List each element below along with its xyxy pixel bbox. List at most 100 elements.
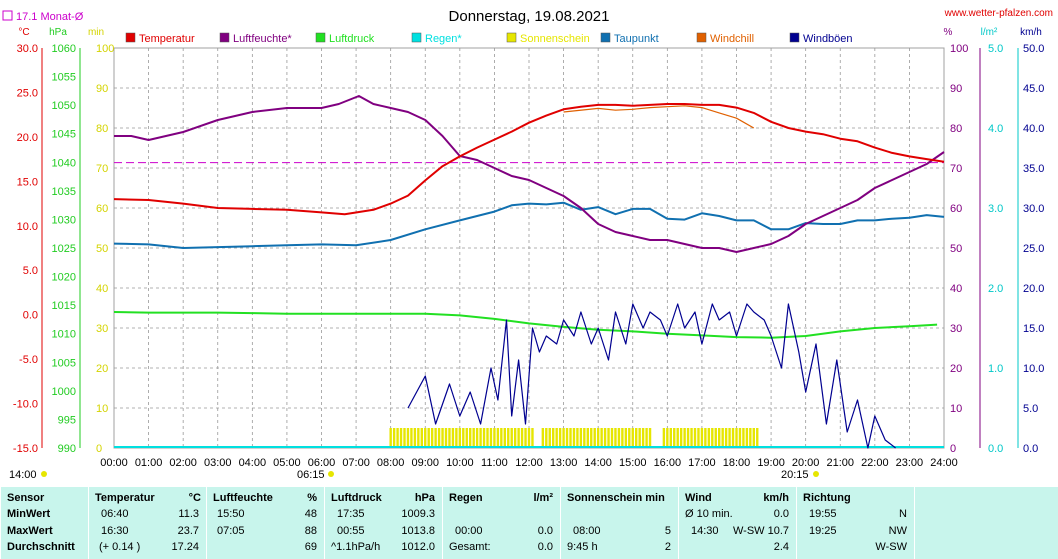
legend-swatch bbox=[789, 32, 800, 43]
axis-tick-label: 100 bbox=[950, 43, 968, 55]
wind-header: Wind bbox=[685, 492, 712, 504]
axis-tick-label: 60 bbox=[96, 203, 108, 215]
axis-ticks: 30.0 25.0 20.0 15.0 10.0 5.0 0.0 -5.0 -10.0 -15.0… bbox=[13, 43, 1045, 469]
stats-col-rain: Regen l/m² 00:00 0.0 Gesamt: 0.0 bbox=[442, 487, 561, 559]
axis-tick-label: 40 bbox=[96, 283, 108, 295]
axis-tick-label: 30.0 bbox=[1023, 203, 1044, 215]
axis-tick-label: 40.0 bbox=[1023, 123, 1044, 135]
sunshine-bar bbox=[572, 428, 576, 448]
x-tick-label: 06:00 bbox=[308, 457, 336, 469]
sensor-header: Sensor bbox=[7, 492, 45, 504]
sunshine-bar bbox=[437, 428, 441, 448]
sunshine-bar bbox=[745, 428, 749, 448]
legend-label: Temperatur bbox=[139, 33, 195, 45]
axis-tick-label: 70 bbox=[950, 163, 962, 175]
sunshine-bar bbox=[531, 428, 534, 448]
wind-max: W-SW 10.7 bbox=[732, 525, 789, 537]
x-tick-label: 23:00 bbox=[896, 457, 924, 469]
axis-tick-label: 1050 bbox=[52, 100, 76, 112]
legend-swatch bbox=[411, 32, 422, 43]
axis-tick-label: -5.0 bbox=[19, 354, 38, 366]
x-tick-label: 09:00 bbox=[411, 457, 439, 469]
site-link[interactable]: www.wetter-pfalzen.com bbox=[944, 8, 1053, 19]
wind-unit: km/h bbox=[763, 492, 789, 504]
axis-tick-label: 1.0 bbox=[988, 363, 1003, 375]
humidity-axis-unit: % bbox=[944, 27, 953, 38]
axis-tick-label: 5.0 bbox=[988, 43, 1003, 55]
axis-tick-label: 10.0 bbox=[17, 221, 38, 233]
row-label-max: MaxWert bbox=[7, 525, 53, 537]
sunshine-bar bbox=[621, 428, 624, 448]
stats-col-humidity: Luftfeuchte % 15:50 48 07:05 88 69 bbox=[206, 487, 325, 559]
sunset-label: 20:15 bbox=[781, 469, 809, 481]
axis-tick-label: 0.0 bbox=[988, 443, 1003, 455]
axis-tick-label: 1020 bbox=[52, 272, 76, 284]
x-tick-label: 10:00 bbox=[446, 457, 474, 469]
sunshine-bar bbox=[583, 428, 586, 448]
sun-markers: 06:15 20:15 14:00 bbox=[9, 469, 819, 481]
axis-tick-label: 30 bbox=[96, 323, 108, 335]
rain-unit: l/m² bbox=[533, 492, 553, 504]
sunshine-bar bbox=[724, 428, 728, 448]
x-tick-label: 03:00 bbox=[204, 457, 232, 469]
pressure-min-time: 17:35 bbox=[337, 508, 365, 520]
sunshine-total: 9:45 h bbox=[567, 541, 598, 553]
statistics-table: Sensor MinWert MaxWert Durchschnitt Temp… bbox=[0, 487, 1058, 559]
x-tick-label: 11:00 bbox=[481, 457, 508, 469]
axis-tick-label: 30.0 bbox=[17, 43, 38, 55]
pressure-max: 1013.8 bbox=[401, 525, 435, 537]
sunshine-bar bbox=[586, 428, 589, 448]
sunshine-bar bbox=[496, 428, 500, 448]
sunset-icon bbox=[813, 471, 819, 477]
sunshine-bar bbox=[731, 428, 735, 448]
pressure-header: Luftdruck bbox=[331, 492, 382, 504]
axis-tick-label: 10 bbox=[950, 403, 962, 415]
sunshine-bar bbox=[403, 428, 406, 448]
pressure-axis-unit: hPa bbox=[49, 27, 67, 38]
sunrise-icon bbox=[328, 471, 334, 477]
sunshine-bar bbox=[444, 428, 448, 448]
sunshine-bar bbox=[413, 428, 417, 448]
temp-min-time: 06:40 bbox=[101, 508, 129, 520]
x-tick-label: 01:00 bbox=[135, 457, 163, 469]
legend-label: Luftfeuchte* bbox=[233, 33, 292, 45]
sunshine-bar bbox=[493, 428, 496, 448]
axis-tick-label: 100 bbox=[96, 43, 114, 55]
axis-tick-label: 10.0 bbox=[1023, 363, 1044, 375]
sunshine-bar bbox=[714, 428, 717, 448]
temp-axis-unit: °C bbox=[18, 27, 29, 38]
direction-avg: W-SW bbox=[875, 541, 907, 553]
data-series bbox=[113, 95, 945, 449]
series-luftdruck bbox=[113, 311, 938, 339]
sunshine-bar bbox=[448, 428, 451, 448]
legend-swatch bbox=[600, 32, 611, 43]
axis-tick-label: 80 bbox=[96, 123, 108, 135]
sunshine-bar bbox=[430, 428, 434, 448]
rain-total-label: Gesamt: bbox=[449, 541, 491, 553]
x-tick-label: 02:00 bbox=[169, 457, 197, 469]
axis-tick-label: 0.0 bbox=[23, 310, 38, 322]
sunshine-bar bbox=[579, 428, 583, 448]
sunshine-bar bbox=[683, 428, 686, 448]
sunshine-bar bbox=[614, 428, 617, 448]
sunshine-bar bbox=[600, 428, 603, 448]
sunshine-bar bbox=[666, 428, 669, 448]
sunshine-bar bbox=[648, 428, 652, 448]
sunshine-bar bbox=[507, 428, 510, 448]
axis-tick-label: -15.0 bbox=[13, 443, 38, 455]
sunshine-bar bbox=[482, 428, 486, 448]
sunshine-axis-unit: min bbox=[88, 27, 104, 38]
legend-label: Taupunkt bbox=[614, 33, 659, 45]
axis-tick-label: 2.0 bbox=[988, 283, 1003, 295]
sunshine-bar bbox=[690, 428, 693, 448]
humidity-max: 88 bbox=[304, 525, 317, 537]
sunshine-bar bbox=[392, 428, 396, 448]
rain-axis-unit: l/m² bbox=[981, 27, 998, 38]
sunshine-bar bbox=[406, 428, 410, 448]
axis-tick-label: 25.0 bbox=[17, 87, 38, 99]
stats-col-temp: Temperatur °C 06:40 11.3 16:30 23.7 (+ 0… bbox=[88, 487, 207, 559]
sunshine-bar bbox=[742, 428, 745, 448]
sunshine-bar bbox=[472, 428, 475, 448]
axis-tick-label: 1060 bbox=[52, 43, 76, 55]
direction-header: Richtung bbox=[803, 492, 851, 504]
